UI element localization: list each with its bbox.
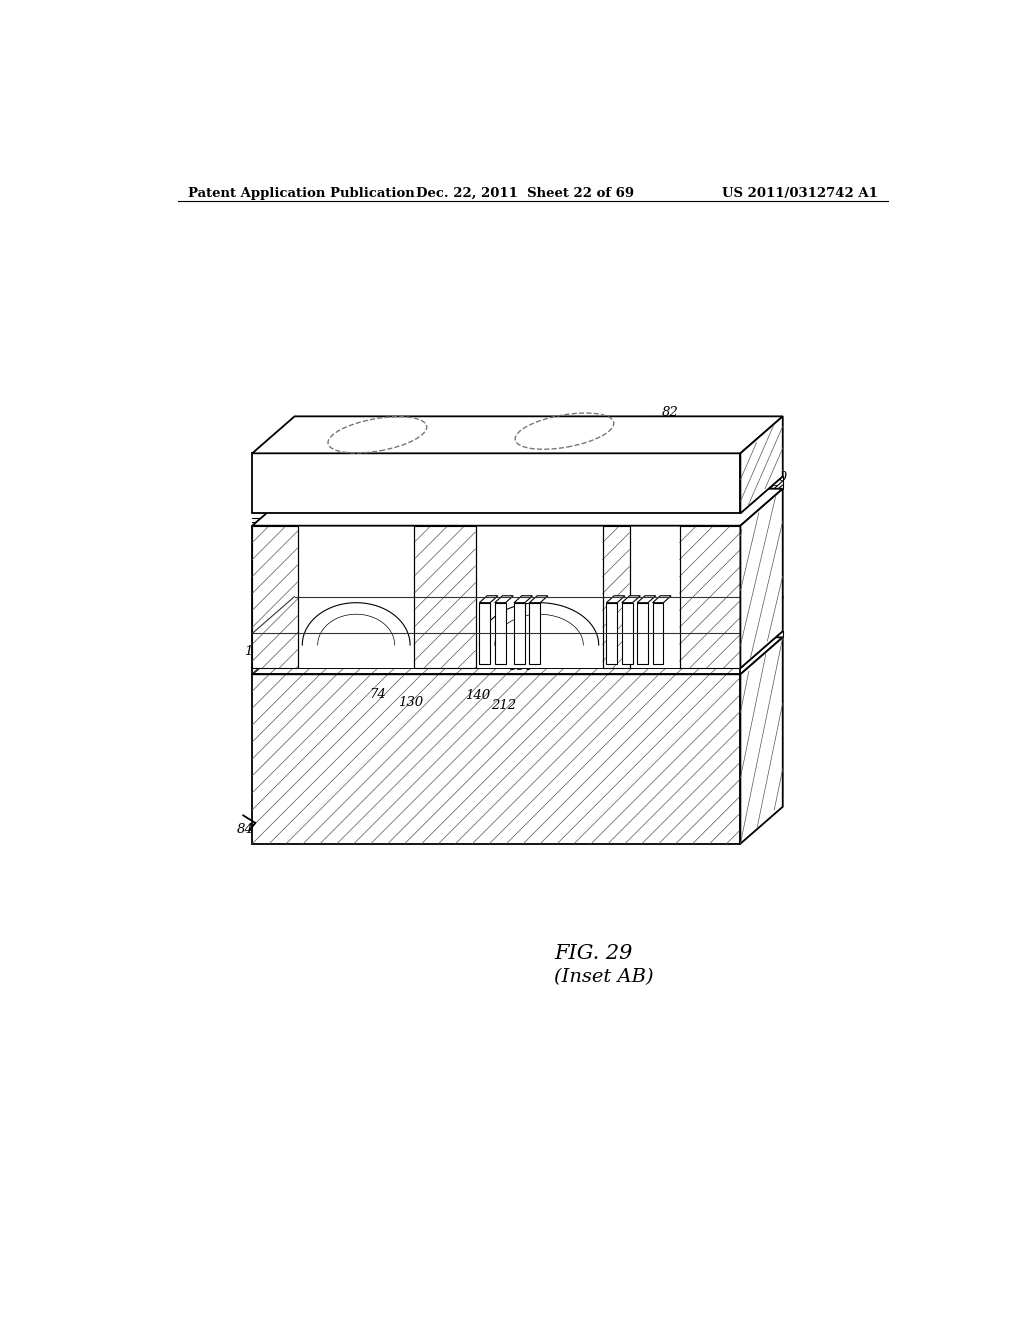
Polygon shape <box>414 525 475 668</box>
Text: 140: 140 <box>466 689 490 702</box>
Polygon shape <box>652 603 664 664</box>
Text: 72: 72 <box>762 496 778 510</box>
Text: 86: 86 <box>762 484 778 498</box>
Polygon shape <box>637 595 655 603</box>
Polygon shape <box>637 603 648 664</box>
Polygon shape <box>252 675 740 843</box>
Polygon shape <box>252 525 740 668</box>
Polygon shape <box>479 595 498 603</box>
Text: FIG. 29: FIG. 29 <box>554 944 633 962</box>
Polygon shape <box>252 416 782 453</box>
Polygon shape <box>740 488 782 668</box>
Polygon shape <box>606 595 625 603</box>
Text: (Inset AB): (Inset AB) <box>554 969 653 986</box>
Polygon shape <box>529 595 548 603</box>
Text: ~60~: ~60~ <box>307 606 347 619</box>
Polygon shape <box>479 603 490 664</box>
Polygon shape <box>252 525 298 668</box>
Text: 130: 130 <box>398 696 424 709</box>
Polygon shape <box>495 603 506 664</box>
Polygon shape <box>606 603 617 664</box>
Text: 74: 74 <box>370 688 386 701</box>
Text: 122: 122 <box>435 499 460 511</box>
Text: 82: 82 <box>662 407 679 418</box>
Polygon shape <box>514 603 524 664</box>
Polygon shape <box>740 416 782 513</box>
Text: 138: 138 <box>245 644 269 657</box>
Text: Dec. 22, 2011  Sheet 22 of 69: Dec. 22, 2011 Sheet 22 of 69 <box>416 187 634 199</box>
Polygon shape <box>252 453 740 513</box>
Text: ~ 62 ~: ~ 62 ~ <box>454 576 502 589</box>
Polygon shape <box>680 525 740 668</box>
Polygon shape <box>252 631 782 668</box>
Polygon shape <box>495 595 513 603</box>
Text: 122: 122 <box>281 525 306 539</box>
Text: 78: 78 <box>762 429 778 442</box>
Text: US 2011/0312742 A1: US 2011/0312742 A1 <box>722 187 878 199</box>
Text: 212: 212 <box>490 698 516 711</box>
Text: 100: 100 <box>762 471 787 484</box>
Text: 80: 80 <box>762 459 778 473</box>
Text: 130: 130 <box>508 660 532 673</box>
Polygon shape <box>529 603 541 664</box>
Polygon shape <box>514 595 532 603</box>
Polygon shape <box>740 638 782 843</box>
Polygon shape <box>602 525 630 668</box>
Text: 131: 131 <box>550 648 575 661</box>
Text: Patent Application Publication: Patent Application Publication <box>188 187 415 199</box>
Polygon shape <box>622 603 633 664</box>
Polygon shape <box>622 595 640 603</box>
Polygon shape <box>252 638 782 675</box>
Text: 84: 84 <box>237 824 254 837</box>
Polygon shape <box>652 595 671 603</box>
Polygon shape <box>252 488 782 525</box>
